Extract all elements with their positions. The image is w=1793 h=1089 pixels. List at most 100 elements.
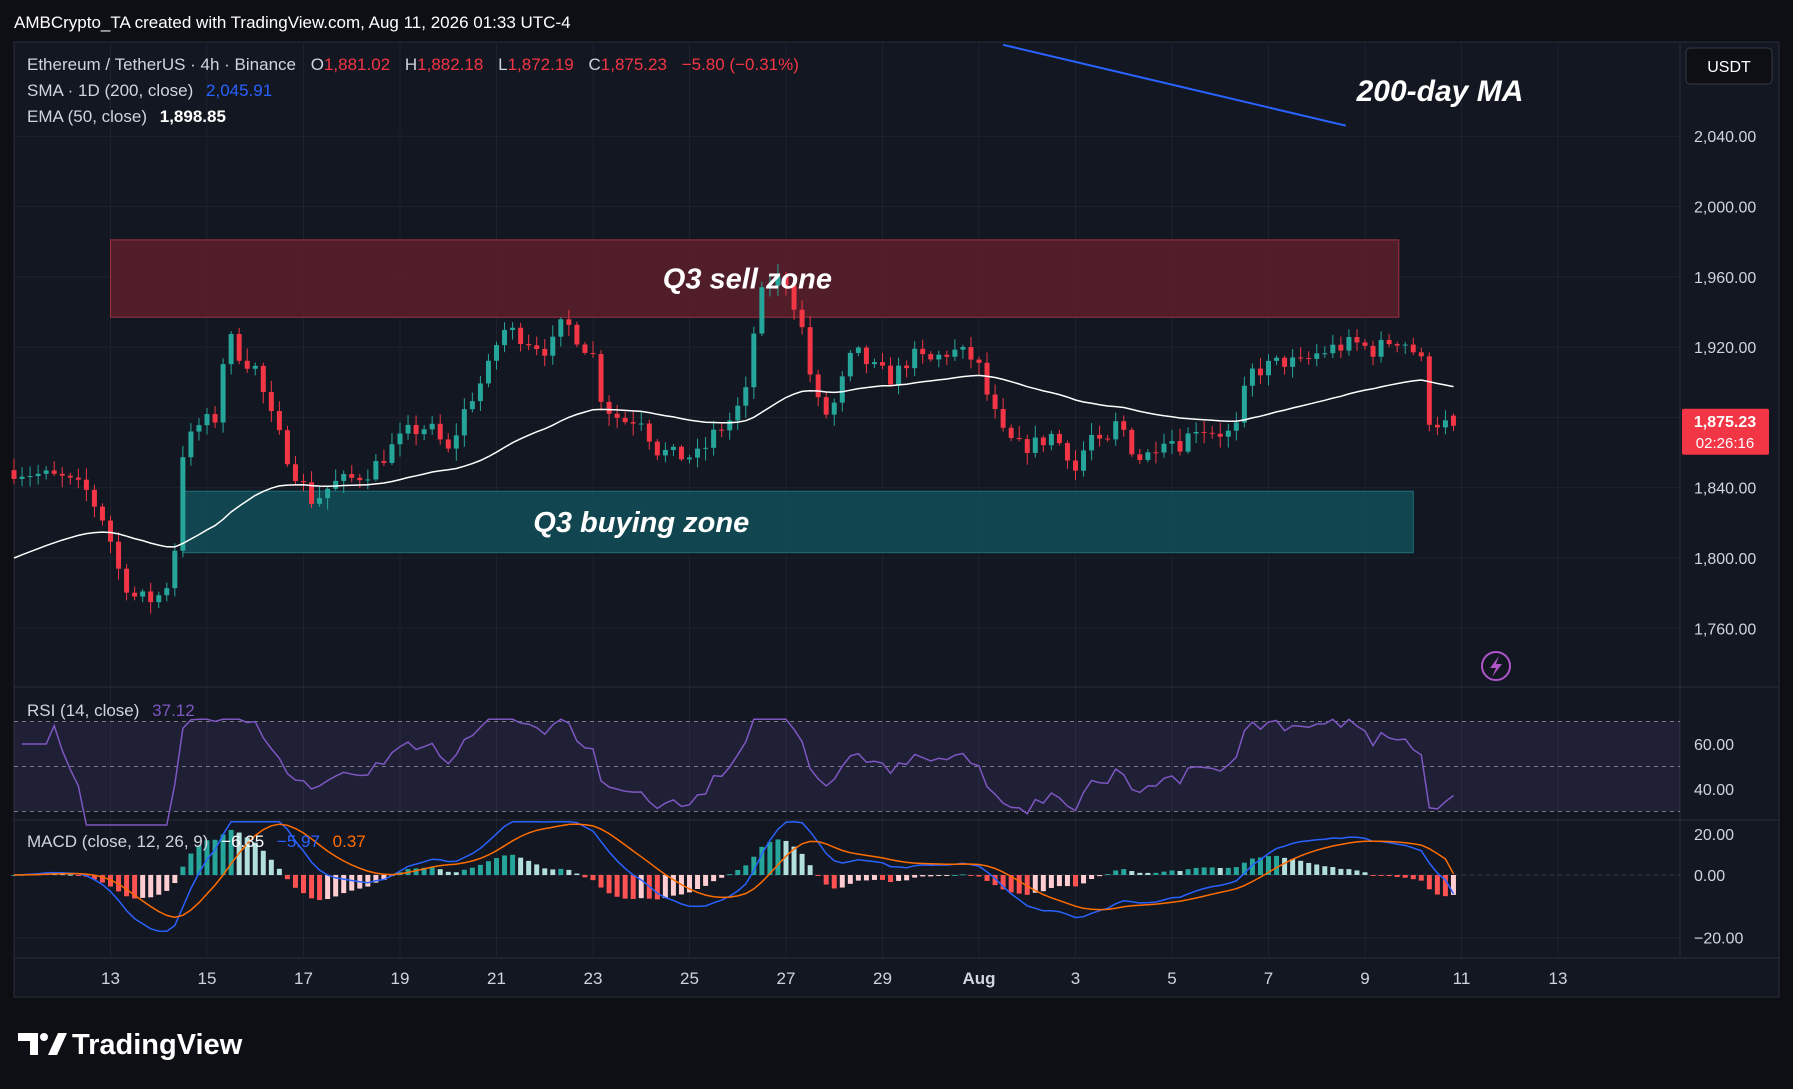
candle-up	[1266, 354, 1271, 386]
candle-up	[1161, 433, 1167, 458]
candle-down	[1450, 413, 1456, 432]
macd-bar	[485, 861, 491, 875]
macd-bar	[1378, 875, 1384, 876]
ema-legend[interactable]: EMA (50, close) 1,898.85	[27, 107, 226, 126]
candle-down	[880, 352, 885, 370]
macd-bar	[896, 875, 902, 881]
macd-bar	[815, 875, 821, 876]
sma-legend[interactable]: SMA · 1D (200, close) 2,045.91	[27, 81, 272, 100]
macd-bar	[1346, 869, 1352, 875]
time-tick: 3	[1071, 969, 1080, 988]
macd-bar	[220, 834, 226, 875]
candle-down	[292, 456, 298, 486]
sell-zone-box[interactable]	[110, 239, 1400, 318]
macd-bar	[518, 857, 524, 875]
bar-countdown: 02:26:16	[1696, 435, 1754, 452]
candle-down	[1338, 336, 1344, 359]
lightning-icon[interactable]	[1481, 651, 1511, 681]
macd-bar	[445, 871, 451, 875]
candle-down	[11, 458, 17, 484]
candle-up	[1089, 422, 1095, 461]
candle-up	[228, 331, 234, 375]
macd-bar	[1121, 869, 1127, 875]
macd-bar	[1177, 870, 1183, 875]
macd-bar	[598, 875, 604, 888]
currency-button[interactable]: USDT	[1685, 47, 1773, 85]
macd-bar	[992, 875, 998, 886]
macd-bar	[381, 875, 387, 881]
buy-zone-label: Q3 buying zone	[533, 507, 749, 539]
candle-up	[1322, 346, 1328, 358]
symbol-legend[interactable]: Ethereum / TetherUS · 4h · Binance O1,88…	[27, 55, 799, 74]
candle-up	[912, 341, 918, 377]
candle-up	[405, 415, 411, 440]
candle-up	[325, 486, 331, 510]
macd-bar	[132, 875, 138, 899]
candle-up	[1378, 331, 1384, 363]
brand-name: TradingView	[72, 1029, 243, 1061]
svg-text:USDT: USDT	[1707, 59, 1751, 76]
macd-bar	[1314, 864, 1320, 875]
macd-bar	[1442, 875, 1448, 897]
macd-bar	[1105, 874, 1111, 876]
rsi-tick: 20.00	[1694, 827, 1734, 844]
candle-up	[19, 467, 25, 487]
candle-up	[1330, 334, 1336, 359]
macd-bar	[751, 856, 757, 875]
tradingview-logo[interactable]: TradingView	[18, 1029, 243, 1061]
candle-up	[1185, 427, 1191, 454]
macd-legend[interactable]: MACD (close, 12, 26, 9) −6.35 −5.97 0.37	[27, 832, 366, 851]
candle-down	[1418, 347, 1424, 362]
macd-bar	[1129, 871, 1135, 875]
macd-bar	[670, 875, 676, 896]
macd-bar	[1306, 862, 1312, 875]
macd-bar	[1064, 875, 1070, 887]
candle-up	[140, 589, 146, 603]
candle-down	[1121, 415, 1127, 437]
macd-bar	[317, 875, 323, 901]
macd-bar	[759, 846, 765, 875]
candle-up	[831, 398, 837, 426]
macd-bar	[1217, 867, 1223, 875]
candle-down	[606, 395, 612, 426]
candle-down	[888, 357, 894, 387]
candle-up	[727, 412, 733, 440]
macd-bar	[284, 875, 290, 880]
candle-down	[1040, 435, 1046, 452]
macd-bar	[687, 875, 692, 893]
macd-bar	[164, 875, 170, 891]
macd-bar	[1201, 867, 1207, 875]
candle-down	[381, 449, 387, 467]
macd-bar	[59, 874, 65, 876]
candle-down	[1064, 440, 1070, 469]
macd-bar	[1362, 872, 1368, 875]
candle-down	[1217, 422, 1223, 448]
candle-down	[566, 309, 572, 337]
rsi-legend[interactable]: RSI (14, close) 37.12	[27, 701, 195, 720]
candle-down	[75, 468, 81, 489]
macd-bar	[1338, 868, 1344, 875]
candle-up	[27, 466, 33, 487]
candle-up	[43, 466, 49, 480]
candle-down	[260, 362, 266, 404]
candle-down	[148, 582, 154, 614]
macd-bar	[1418, 875, 1424, 881]
symbol-name: Ethereum / TetherUS · 4h · Binance	[27, 55, 296, 74]
time-tick: 15	[198, 969, 217, 988]
macd-bar	[839, 875, 845, 888]
candle-down	[992, 384, 998, 419]
candle-down	[1073, 450, 1078, 481]
time-tick: 13	[101, 969, 120, 988]
macd-bar	[276, 868, 282, 875]
macd-bar	[156, 875, 162, 895]
macd-bar	[373, 875, 379, 883]
candle-up	[502, 322, 508, 353]
macd-bar	[606, 875, 612, 894]
macd-bar	[1209, 867, 1215, 875]
candle-down	[654, 439, 660, 461]
macd-bar	[453, 872, 459, 875]
buy-zone-box[interactable]	[182, 490, 1414, 554]
macd-signal-line	[13, 823, 1455, 919]
macd-bar	[421, 867, 427, 875]
